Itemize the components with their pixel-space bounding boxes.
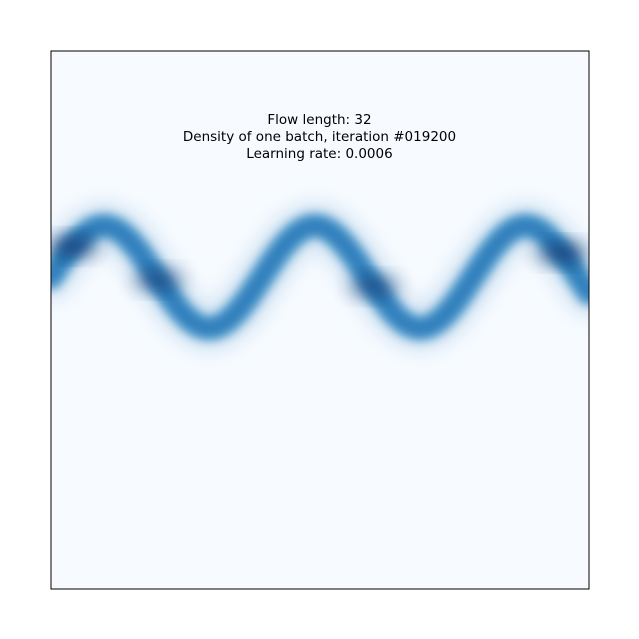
plot-frame bbox=[50, 50, 590, 590]
density-hotspot-2 bbox=[537, 242, 587, 264]
density-band-core bbox=[51, 220, 589, 334]
density-hotspot-3 bbox=[134, 269, 184, 291]
density-hotspot-4 bbox=[349, 276, 399, 297]
plot-background bbox=[51, 51, 589, 589]
title-line-flow-length: Flow length: 32 bbox=[267, 112, 371, 128]
title-line-density-iteration: Density of one batch, iteration #019200 bbox=[183, 129, 456, 145]
density-heatmap bbox=[51, 203, 589, 351]
density-hotspots bbox=[51, 236, 587, 297]
density-hotspot-1 bbox=[51, 236, 97, 257]
title-line-learning-rate: Learning rate: 0.0006 bbox=[246, 146, 392, 162]
